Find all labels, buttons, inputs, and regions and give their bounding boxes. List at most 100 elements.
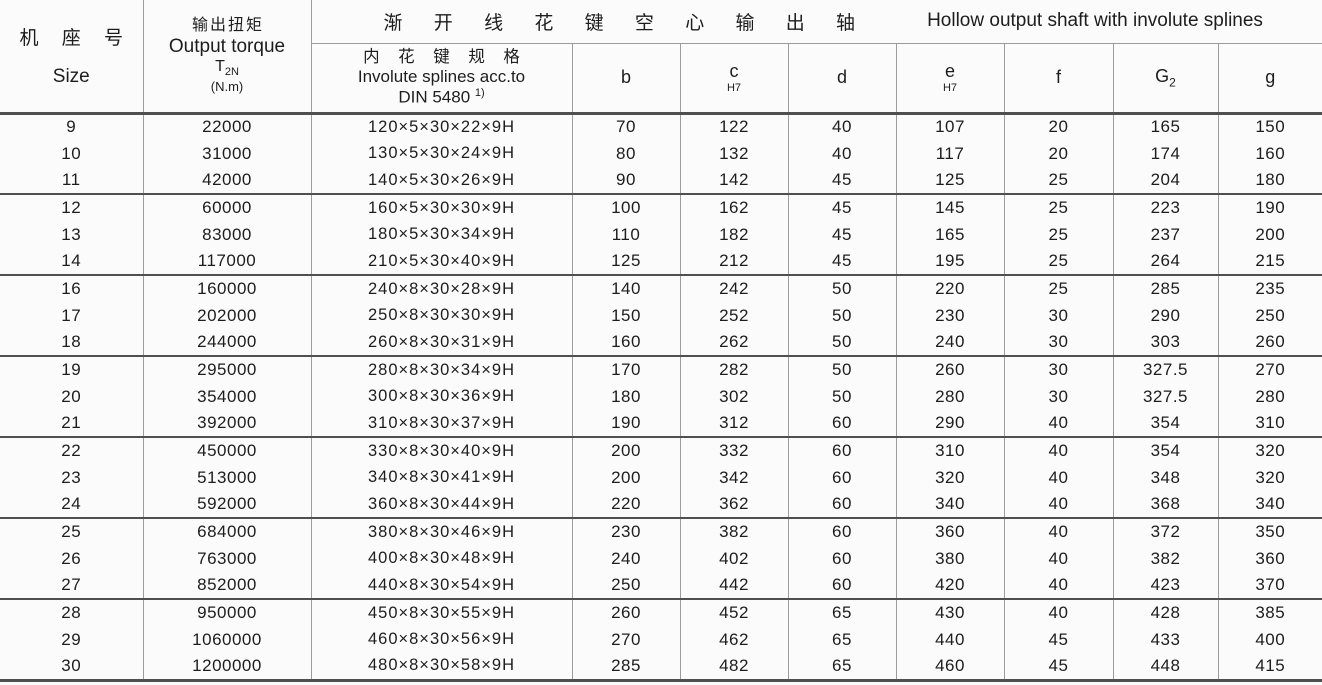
cell-torque: 763000	[143, 545, 312, 572]
cell-torque: 852000	[143, 572, 312, 600]
cell-g2: 165	[1113, 113, 1219, 140]
cell-c: 382	[680, 518, 789, 545]
cell-spline: 460×8×30×56×9H	[311, 626, 573, 653]
cell-spline: 440×8×30×54×9H	[311, 572, 573, 600]
cell-d: 60	[788, 437, 897, 464]
cell-torque: 42000	[143, 167, 312, 195]
cell-spline: 140×5×30×26×9H	[311, 167, 573, 195]
cell-c: 452	[680, 599, 789, 626]
cell-torque: 354000	[143, 383, 312, 410]
cell-torque: 160000	[143, 275, 312, 302]
cell-g: 310	[1218, 410, 1322, 438]
cell-spline: 300×8×30×36×9H	[311, 383, 573, 410]
table-row: 11 42000 140×5×30×26×9H 90 142 45 125 25 204 180	[0, 167, 1322, 195]
cell-g2: 303	[1113, 329, 1219, 357]
cell-torque: 684000	[143, 518, 312, 545]
cell-b: 110	[572, 221, 681, 248]
cell-f: 25	[1004, 194, 1114, 221]
cell-spline: 310×8×30×37×9H	[311, 410, 573, 438]
cell-c: 402	[680, 545, 789, 572]
header-torque: 输出扭矩 Output torque T2N (N.m)	[143, 0, 312, 115]
table-row: 10 31000 130×5×30×24×9H 80 132 40 117 20 174 160	[0, 140, 1322, 167]
cell-size: 27	[0, 572, 144, 600]
header-size-en: Size	[52, 66, 90, 88]
cell-torque: 202000	[143, 302, 312, 329]
cell-size: 12	[0, 194, 144, 221]
cell-d: 40	[788, 140, 897, 167]
cell-d: 50	[788, 356, 897, 383]
cell-g: 415	[1218, 653, 1322, 682]
cell-e: 420	[896, 572, 1005, 600]
header-size: 机 座 号 Size	[0, 0, 144, 115]
cell-size: 23	[0, 464, 144, 491]
cell-torque: 31000	[143, 140, 312, 167]
cell-g2: 354	[1113, 410, 1219, 438]
cell-f: 25	[1004, 167, 1114, 195]
cell-c: 242	[680, 275, 789, 302]
cell-size: 22	[0, 437, 144, 464]
cell-g: 340	[1218, 491, 1322, 519]
cell-e: 460	[896, 653, 1005, 682]
table-row: 16 160000 240×8×30×28×9H 140 242 50 220 25 285 23…	[0, 275, 1322, 302]
header-torque-unit: (N.m)	[210, 78, 244, 94]
table-row: 20 354000 300×8×30×36×9H 180 302 50 280 30 327.5…	[0, 383, 1322, 410]
cell-g: 235	[1255, 279, 1286, 298]
cell-e: 320	[896, 464, 1005, 491]
cell-c: 342	[680, 464, 789, 491]
cell-spline: 450×8×30×55×9H	[311, 599, 573, 626]
cell-spline: 330×8×30×40×9H	[311, 437, 573, 464]
cell-d: 50	[788, 329, 897, 357]
cell-d: 60	[788, 464, 897, 491]
cell-size: 11	[0, 167, 144, 195]
cell-d: 60	[788, 410, 897, 438]
cell-f: 20	[1004, 140, 1114, 167]
cell-spline: 180×5×30×34×9H	[311, 221, 573, 248]
header-row-top: 机 座 号 Size 输出扭矩 Output torque T2N (N.m) …	[0, 0, 1322, 115]
cell-g: 350	[1255, 522, 1286, 541]
table-row: 27 852000 440×8×30×54×9H 250 442 60 420 40 423 37…	[0, 572, 1322, 600]
cell-g2: 290	[1113, 302, 1219, 329]
cell-d: 45	[788, 221, 897, 248]
header-group-cn: 渐 开 线 花 键 空 心 输 出 轴	[383, 12, 869, 34]
cell-e: 310	[896, 437, 1005, 464]
cell-b: 190	[572, 410, 681, 438]
cell-b: 140	[572, 275, 681, 302]
cell-spline: 260×8×30×31×9H	[311, 329, 573, 357]
cell-spline: 400×8×30×48×9H	[311, 545, 573, 572]
cell-g: 190	[1255, 198, 1286, 217]
cell-c: 302	[680, 383, 789, 410]
cell-g: 370	[1218, 572, 1322, 600]
cell-e: 440	[896, 626, 1005, 653]
cell-g: 400	[1255, 629, 1286, 649]
cell-b: 200	[572, 437, 681, 464]
table-row: 18 244000 260×8×30×31×9H 160 262 50 240 30 303 26…	[0, 329, 1322, 357]
cell-g2: 428	[1113, 599, 1219, 626]
cell-c: 312	[680, 410, 789, 438]
cell-f: 30	[1004, 302, 1114, 329]
cell-d: 45	[788, 167, 897, 195]
cell-g: 250	[1255, 305, 1286, 325]
cell-f: 30	[1004, 356, 1114, 383]
header-size-cn: 机 座 号	[19, 28, 133, 50]
cell-d: 40	[788, 113, 897, 140]
cell-d: 50	[788, 302, 897, 329]
cell-g2: 285	[1113, 275, 1219, 302]
cell-g2: 382	[1113, 545, 1219, 572]
header-col-e-tolerance: H7	[942, 81, 958, 94]
table-row: 28 950000 450×8×30×55×9H 260 452 65 430 40 428 38…	[0, 599, 1322, 626]
cell-size: 28	[0, 599, 144, 626]
cell-d: 60	[788, 545, 897, 572]
cell-g: 260	[1218, 329, 1322, 357]
cell-f: 30	[1004, 383, 1114, 410]
cell-g2: 423	[1113, 572, 1219, 600]
cell-b: 250	[572, 572, 681, 600]
table-row: 21 392000 310×8×30×37×9H 190 312 60 290 40 354 31…	[0, 410, 1322, 438]
table-row: 25 684000 380×8×30×46×9H 230 382 60 360 40 372 35…	[0, 518, 1322, 545]
cell-e: 107	[896, 113, 1005, 140]
cell-spline: 120×5×30×22×9H	[311, 113, 573, 140]
cell-e: 117	[896, 140, 1005, 167]
table-row: 14 117000 210×5×30×40×9H 125 212 45 195 25 264 21…	[0, 248, 1322, 276]
cell-torque: 450000	[143, 437, 312, 464]
cell-b: 100	[572, 194, 681, 221]
cell-f: 40	[1004, 437, 1114, 464]
